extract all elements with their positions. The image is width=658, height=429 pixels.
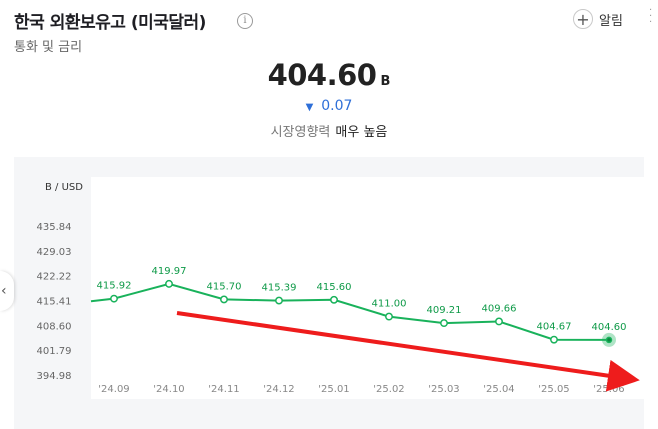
x-tick-label: '25.05: [538, 384, 569, 395]
x-tick-label: '24.12: [263, 384, 294, 395]
x-tick-label: '24.11: [208, 384, 239, 395]
previous-chevron-icon[interactable]: ‹: [0, 271, 14, 311]
data-label: 415.39: [262, 283, 297, 294]
impact-label: 시장영향력: [270, 125, 331, 140]
y-tick-label: 415.41: [37, 297, 72, 308]
price-change: ▼ 0.07: [0, 98, 658, 114]
alert-label: 알림: [599, 13, 623, 29]
data-point: [440, 319, 448, 328]
y-tick-label: 435.84: [37, 222, 72, 233]
data-point: [330, 295, 338, 304]
price-display: 404.60 B: [0, 58, 658, 92]
y-tick-label: 408.60: [37, 321, 72, 332]
more-options-icon[interactable]: · · ·: [649, 5, 653, 28]
change-value: 0.07: [321, 98, 353, 114]
data-point: [220, 295, 228, 304]
x-tick-label: '25.06: [593, 384, 624, 395]
data-label: 404.60: [592, 322, 627, 333]
data-point: [495, 317, 503, 326]
x-tick-label: '24.10: [153, 384, 184, 395]
line-chart[interactable]: B / USD 435.84 429.03 422.22 415.41 408.60 40…: [14, 157, 644, 429]
plot-area: [91, 177, 644, 399]
price-unit: B: [380, 74, 391, 89]
data-label: 404.67: [537, 322, 572, 333]
y-tick-label: 401.79: [37, 346, 72, 357]
x-tick-label: '25.01: [318, 384, 349, 395]
data-point: [165, 279, 173, 288]
market-impact: 시장영향력 매우 높음: [0, 121, 658, 140]
page-title: 한국 외환보유고 (미국달러): [14, 13, 206, 33]
data-label: 415.70: [207, 281, 242, 292]
data-label: 419.97: [152, 266, 187, 277]
trend-arrow: [176, 311, 640, 392]
data-point: [275, 296, 283, 305]
data-label: 415.92: [97, 281, 132, 292]
data-label: 409.21: [427, 305, 462, 316]
impact-value: 매우 높음: [335, 125, 388, 140]
data-label: 415.60: [317, 282, 352, 293]
alert-button[interactable]: + 알림: [573, 8, 623, 30]
plus-icon: +: [573, 9, 593, 29]
y-unit-label: B / USD: [45, 182, 83, 193]
price-value: 404.60: [267, 58, 377, 92]
data-point: [550, 335, 558, 344]
down-arrow-icon: ▼: [305, 102, 314, 113]
x-tick-label: '25.02: [373, 384, 404, 395]
data-point: [605, 336, 613, 344]
data-point: [385, 312, 393, 321]
x-tick-label: '24.09: [98, 384, 129, 395]
info-icon[interactable]: i: [237, 13, 253, 29]
category-subtitle: 통화 및 금리: [14, 40, 83, 55]
y-tick-label: 429.03: [37, 247, 72, 258]
x-tick-label: '25.04: [483, 384, 514, 395]
x-tick-label: '25.03: [428, 384, 459, 395]
y-tick-label: 394.98: [37, 371, 72, 382]
data-point: [110, 294, 118, 303]
data-label: 411.00: [372, 299, 407, 310]
y-tick-label: 422.22: [37, 272, 72, 283]
chart-panel[interactable]: B / USD 435.84 429.03 422.22 415.41 408.60 40…: [14, 157, 644, 429]
data-label: 409.66: [482, 303, 517, 314]
